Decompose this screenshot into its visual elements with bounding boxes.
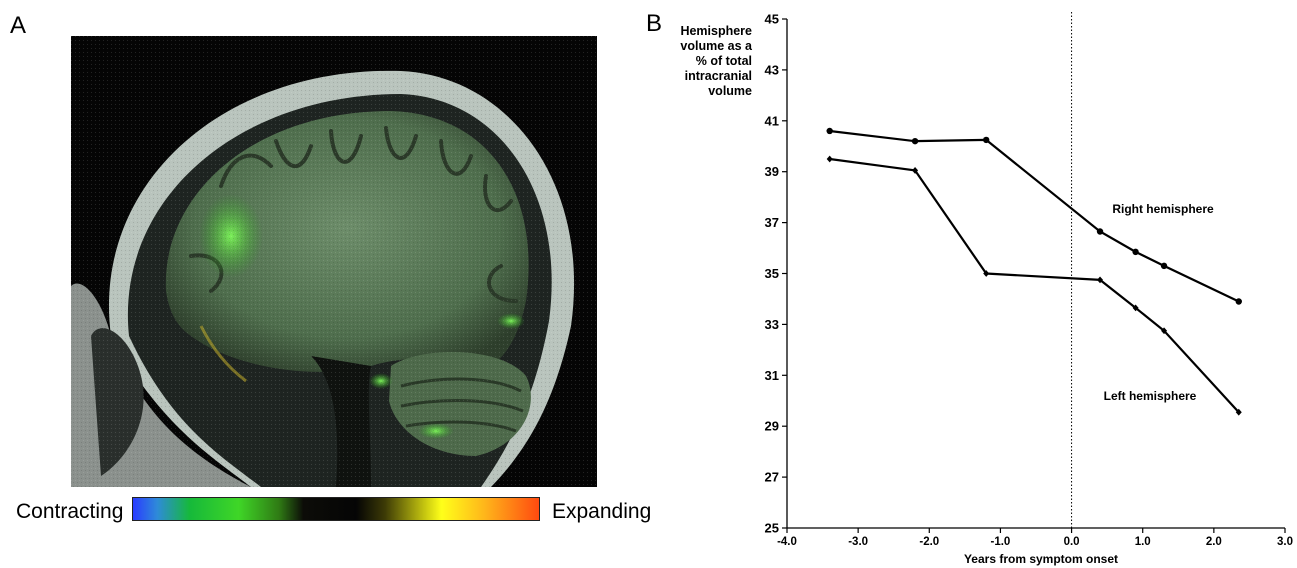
right-hemisphere-annotation: Right hemisphere — [1112, 202, 1214, 216]
y-tick-label: 29 — [765, 419, 779, 434]
x-tick-label: 2.0 — [1206, 536, 1222, 548]
x-tick-label: 0.0 — [1064, 536, 1080, 548]
x-tick-label: -3.0 — [848, 536, 868, 548]
data-point — [983, 137, 989, 143]
left-hemisphere-annotation: Left hemisphere — [1104, 389, 1197, 403]
y-tick-label: 45 — [765, 12, 779, 27]
data-point — [1097, 228, 1103, 234]
y-tick-label: 35 — [765, 266, 779, 281]
x-tick-label: 3.0 — [1277, 536, 1293, 548]
x-tick-label: -4.0 — [777, 536, 797, 548]
y-tick-label: 25 — [765, 521, 779, 536]
x-tick-label: 1.0 — [1135, 536, 1151, 548]
x-axis-label: Years from symptom onset — [964, 552, 1118, 566]
y-tick-label: 27 — [765, 470, 779, 485]
data-point — [1132, 249, 1138, 255]
x-tick-label: -1.0 — [991, 536, 1011, 548]
y-tick-label: 41 — [765, 113, 779, 128]
y-tick-label: 39 — [765, 164, 779, 179]
data-point — [826, 128, 832, 134]
y-tick-label: 33 — [765, 317, 779, 332]
y-tick-label: 43 — [765, 62, 779, 77]
data-point — [912, 138, 918, 144]
series-line-left-hemisphere — [830, 159, 1239, 412]
data-point — [1161, 263, 1167, 269]
data-point — [827, 156, 833, 163]
y-tick-label: 31 — [765, 368, 779, 383]
data-point — [1236, 298, 1242, 304]
x-tick-label: -2.0 — [919, 536, 939, 548]
y-tick-label: 37 — [765, 215, 779, 230]
